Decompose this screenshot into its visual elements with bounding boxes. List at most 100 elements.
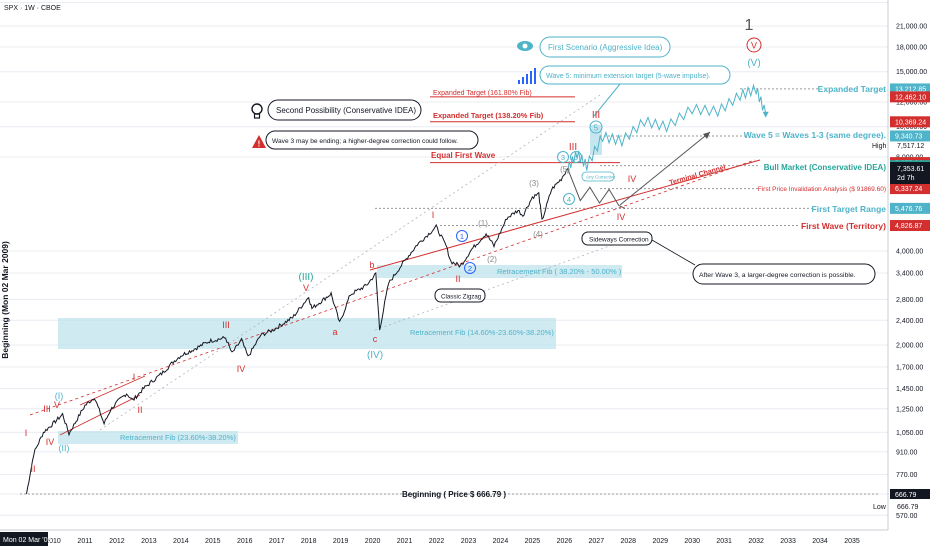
wave-circle-3 xyxy=(557,151,569,163)
wave-label-iii-red: III xyxy=(569,142,577,153)
high-value: 7,517.12 xyxy=(897,143,924,150)
wave-label-1-circ: 1 xyxy=(460,232,464,241)
y-tick-label: 770.00 xyxy=(896,472,918,479)
price-badge xyxy=(890,130,930,142)
wave-label-3-circ: 3 xyxy=(561,153,565,162)
x-tick-label: 2010 xyxy=(45,538,61,545)
price-badge-text: 13,212.85 xyxy=(895,86,926,93)
y-tick-label: 21,000.00 xyxy=(896,24,927,31)
x-tick-label: 2023 xyxy=(461,538,477,545)
arrow-up-line xyxy=(619,131,711,206)
retracement-fib-14-38-label: Retracement Fib (14.60%-23.60%-38.20%) xyxy=(410,328,554,337)
aggressive-arrow-head xyxy=(762,111,769,118)
x-tick-label: 2033 xyxy=(780,538,796,545)
any-corrective-label: Any Corrective xyxy=(586,175,616,180)
wave-label-top-one: 1 xyxy=(745,17,754,34)
wave-label-circ-v: V xyxy=(751,41,757,51)
wave-label-paren-3: (3) xyxy=(529,179,539,188)
fib-band-14-38 xyxy=(58,318,556,349)
wave-label-i-left: I xyxy=(25,428,28,438)
channel-top-dotted xyxy=(99,94,601,431)
expanded-138-label: Expanded Target (138.20% Fib) xyxy=(433,111,544,120)
equal-first-wave-label: Equal First Wave xyxy=(431,151,496,160)
wave-label-v-red: V xyxy=(303,283,309,293)
low-price-badge xyxy=(890,489,930,499)
sideways-correction-bubble xyxy=(581,231,653,246)
y-tick-label: 2,000.00 xyxy=(896,343,923,350)
y-tick-label: 2,800.00 xyxy=(896,297,923,304)
wave-circle-2 xyxy=(464,262,476,274)
low-value: 666.79 xyxy=(897,504,919,511)
wave-label-a: a xyxy=(332,327,337,337)
y-axis-vertical-label: Beginning (Mon 02 Mar 2009) xyxy=(0,241,10,359)
retracement-fib-38-50-label: Retracement Fib ( 38.20% - 50.00% ) xyxy=(497,267,622,276)
wave-circle-5 xyxy=(589,120,603,134)
wave-label-iii-small: III xyxy=(222,320,230,330)
wave-label-paren-5: (5) xyxy=(560,165,570,174)
y-tick-label: 4,000.00 xyxy=(896,249,923,256)
first-scenario-bubble xyxy=(539,36,671,58)
wave-label-c: c xyxy=(373,334,378,344)
wave-label-paren-v: (V) xyxy=(747,58,760,69)
wave-circle-v xyxy=(746,37,762,53)
second-possibility-bubble xyxy=(267,99,422,121)
wave-circle-5b xyxy=(570,151,582,163)
wave-label-iv-left: IV xyxy=(46,437,55,447)
y-tick-label: 15,000.00 xyxy=(896,69,927,76)
wave3-ending-label: Wave 3 may be ending; a higher-degree co… xyxy=(272,138,458,145)
x-tick-label: 2020 xyxy=(365,538,381,545)
wave-label-iii-top: III xyxy=(592,110,600,121)
price-badge xyxy=(890,202,930,214)
wave-label-ii-left: II xyxy=(30,464,35,474)
price-line xyxy=(26,168,569,495)
y-tick-label: 3,400.00 xyxy=(896,271,923,278)
eye-icon xyxy=(517,41,533,51)
price-badge xyxy=(890,83,930,95)
guide-lines xyxy=(20,88,880,495)
x-tick-label: 2014 xyxy=(173,538,189,545)
current-price-badge xyxy=(890,162,930,184)
y-tick-label: 10,000.00 xyxy=(896,124,927,131)
wave-label-i: I xyxy=(432,210,435,220)
first-target-range-label: First Target Range xyxy=(812,204,887,214)
early-trend-line xyxy=(59,394,141,436)
x-axis-ticks: 2010 2011 2012 2013 2014 2015 2016 2017 2018 2019… xyxy=(45,538,860,545)
current-price-value: 7,353.61 xyxy=(897,166,924,173)
high-label: High xyxy=(872,143,887,150)
current-price-countdown: 2d 7h xyxy=(897,175,915,182)
wave5-target-pointer xyxy=(593,83,621,117)
first-wave-territory-label: First Wave (Territory) xyxy=(801,221,886,231)
wave-label-paren-4: (4) xyxy=(533,230,543,239)
expanded-161-label: Expanded Target (161.80% Fib) xyxy=(433,90,532,97)
wave-label-iii-left: III xyxy=(43,404,51,414)
price-badge-text: 5,476.76 xyxy=(895,206,922,213)
wave-label-4-circ: 4 xyxy=(567,195,571,204)
terminal-channel-label: Terminal Channel xyxy=(669,164,727,187)
lightbulb-icon xyxy=(251,103,263,119)
wave-label-paren-ii: (II) xyxy=(59,443,70,453)
x-tick-label: 2022 xyxy=(429,538,445,545)
symbol-title: SPX · 1W · CBOE xyxy=(4,5,61,12)
price-badge-text: 4,826.87 xyxy=(895,223,922,230)
wave-label-paren-2: (2) xyxy=(487,255,497,264)
price-badge xyxy=(890,91,930,103)
first-price-invalidation-label: First Price Invalidation Analysis ($ 918… xyxy=(758,186,886,193)
aggressive-projection xyxy=(567,83,767,174)
price-badge xyxy=(890,183,930,195)
x-tick-label: 2027 xyxy=(589,538,605,545)
x-tick-label: 2018 xyxy=(301,538,317,545)
wave5-target-bubble xyxy=(539,65,731,85)
wave5-target-label: Wave 5: minimum extension target (5-wave… xyxy=(546,73,711,80)
expanded-target-right-label: Expanded Target xyxy=(818,84,886,94)
wave3-ending-bubble xyxy=(265,130,479,150)
fib-band-23-38 xyxy=(58,431,238,444)
x-tick-label: 2024 xyxy=(493,538,509,545)
wave-label-paren-i: (I) xyxy=(55,391,64,401)
price-badge xyxy=(890,220,930,232)
signal-bars-icon xyxy=(518,68,536,84)
terminal-channel-lower xyxy=(29,159,756,416)
wave-label-i-small: I xyxy=(133,372,136,382)
after-wave3-bubble xyxy=(692,263,876,285)
x-tick-label: 2025 xyxy=(525,538,541,545)
